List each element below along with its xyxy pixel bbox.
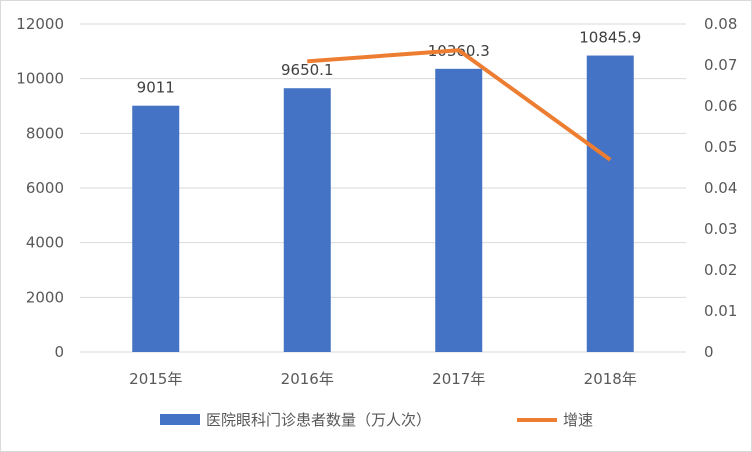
legend-swatch-bar (160, 414, 200, 425)
legend-label-line: 增速 (563, 411, 593, 429)
x-tick-label: 2017年 (432, 370, 485, 388)
bar-data-label: 10845.9 (579, 29, 641, 47)
left-tick-label: 10000 (16, 70, 64, 88)
legend: 医院眼科门诊患者数量（万人次） 增速 (160, 411, 593, 429)
right-tick-label: 0.04 (704, 179, 737, 197)
right-tick-label: 0.07 (704, 56, 737, 74)
bar (283, 88, 331, 353)
right-tick-label: 0.03 (704, 220, 737, 238)
left-tick-label: 6000 (26, 179, 64, 197)
right-tick-label: 0.08 (704, 15, 737, 33)
right-tick-label: 0.05 (704, 138, 737, 156)
x-tick-label: 2018年 (584, 370, 637, 388)
bar-data-label: 9650.1 (281, 61, 334, 79)
left-tick-label: 4000 (26, 234, 64, 252)
right-tick-label: 0.06 (704, 97, 737, 115)
bar (435, 68, 483, 352)
x-tick-label: 2015年 (129, 370, 182, 388)
bar-data-label: 9011 (137, 79, 175, 97)
x-tick-label: 2016年 (281, 370, 334, 388)
bar (132, 105, 180, 352)
legend-label-bar: 医院眼科门诊患者数量（万人次） (206, 411, 431, 429)
left-tick-label: 2000 (26, 288, 64, 306)
bar (586, 55, 634, 352)
right-tick-label: 0.01 (704, 302, 737, 320)
left-tick-label: 8000 (26, 124, 64, 142)
left-tick-label: 0 (54, 343, 64, 361)
right-tick-label: 0 (704, 343, 714, 361)
right-tick-label: 0.02 (704, 261, 737, 279)
left-tick-label: 12000 (16, 15, 64, 33)
